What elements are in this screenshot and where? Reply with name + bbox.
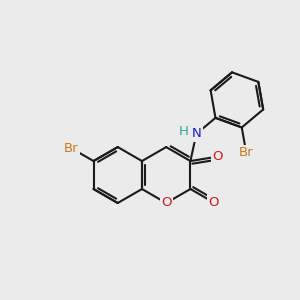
Text: H: H xyxy=(179,125,189,138)
Text: N: N xyxy=(191,128,201,140)
Text: O: O xyxy=(208,196,219,209)
Text: Br: Br xyxy=(64,142,78,154)
Text: O: O xyxy=(212,150,223,163)
Text: Br: Br xyxy=(239,146,254,159)
Text: O: O xyxy=(161,196,171,209)
